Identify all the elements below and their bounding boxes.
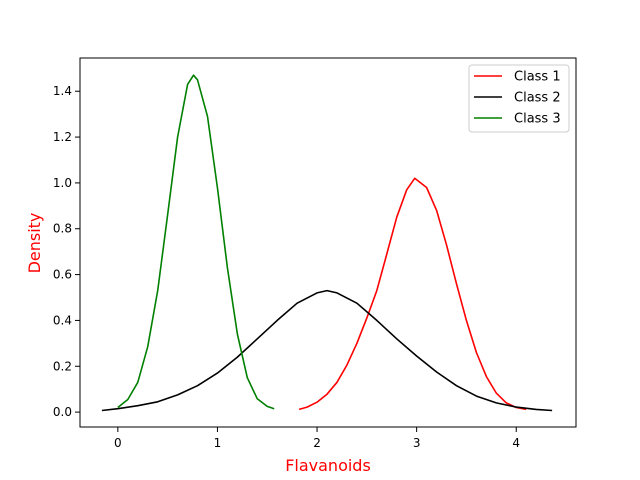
x-tick-label: 3 xyxy=(413,436,421,450)
series-line-class-1 xyxy=(298,177,527,411)
x-tick-label: 2 xyxy=(313,436,321,450)
y-tick-label: 0.8 xyxy=(53,222,72,236)
y-axis-title: Density xyxy=(25,213,44,274)
y-tick-label: 1.0 xyxy=(53,176,72,190)
plot-frame xyxy=(79,57,577,428)
legend: Class 1 Class 2 Class 3 xyxy=(468,64,570,133)
y-tick-label: 1.2 xyxy=(53,130,72,144)
y-tick-label: 0.2 xyxy=(53,359,72,373)
x-tick-label: 4 xyxy=(512,436,520,450)
y-tick-label: 0.6 xyxy=(53,268,72,282)
legend-box xyxy=(468,64,570,133)
x-axis-title: Flavanoids xyxy=(285,456,371,475)
y-tick-label: 0.4 xyxy=(53,313,72,327)
legend-label-class-1: Class 1 xyxy=(514,70,561,85)
y-axis-ticks: 0.0 0.2 0.4 0.6 0.8 1.0 1.2 1.4 xyxy=(53,84,80,419)
x-axis-ticks: 0 1 2 3 4 xyxy=(114,427,520,450)
y-tick-label: 1.4 xyxy=(53,84,72,98)
x-tick-label: 1 xyxy=(214,436,222,450)
x-tick-label: 0 xyxy=(114,436,122,450)
series-line-class-2 xyxy=(101,289,553,412)
legend-label-class-2: Class 2 xyxy=(514,91,561,106)
series-layer xyxy=(101,74,553,412)
series-line-class-3 xyxy=(117,74,275,410)
legend-label-class-3: Class 3 xyxy=(514,112,561,127)
y-tick-label: 0.0 xyxy=(53,405,72,419)
